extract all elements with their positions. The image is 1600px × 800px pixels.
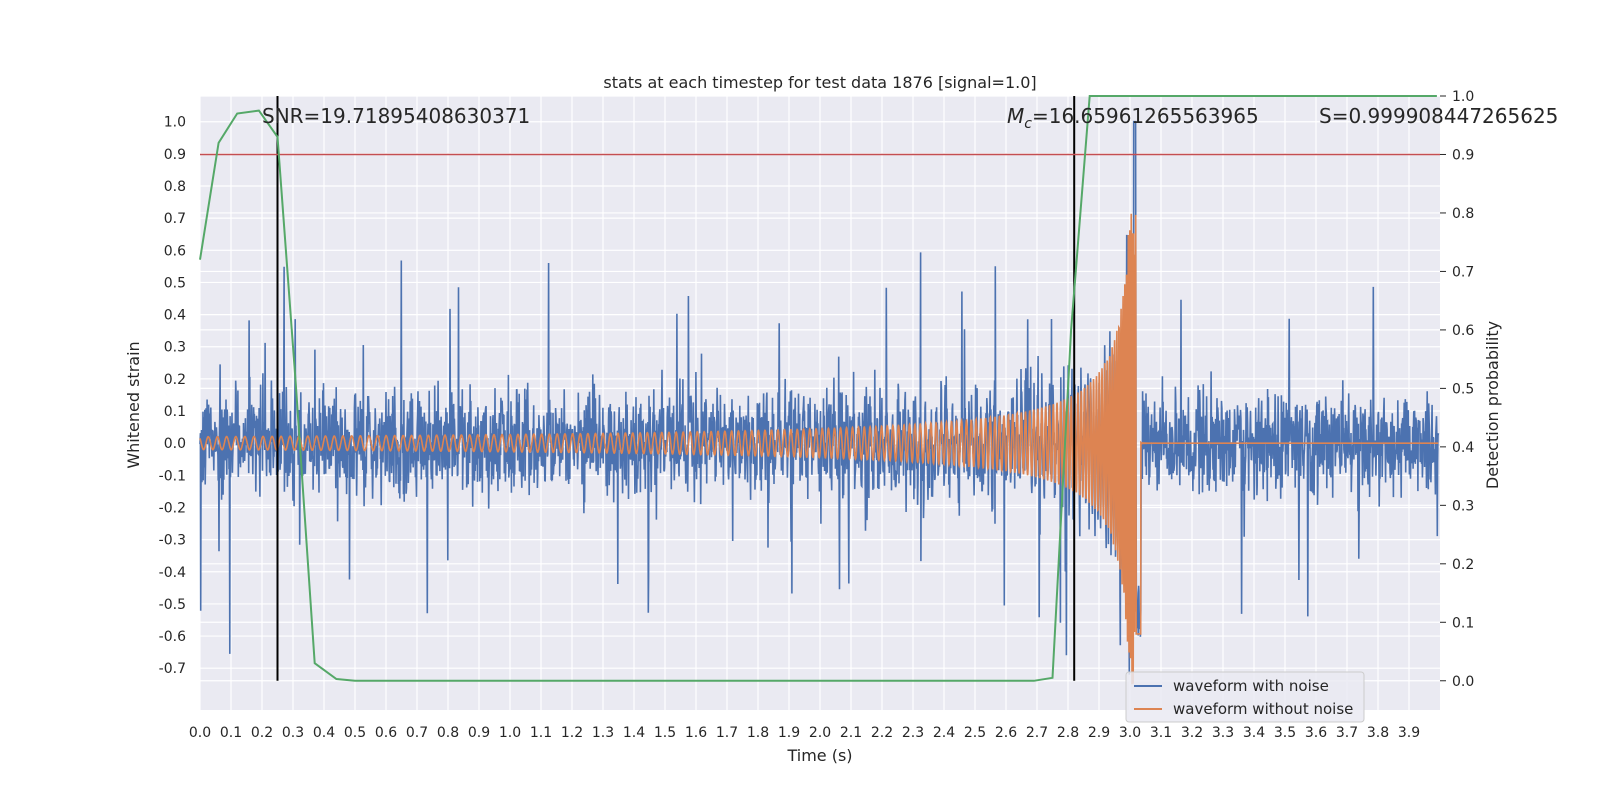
- y-axis-label: Whitened strain: [124, 341, 143, 468]
- x-tick-label: 2.0: [809, 725, 831, 741]
- x-tick-label: 3.4: [1243, 725, 1265, 741]
- y-tick-label: -0.3: [159, 533, 186, 549]
- x-tick-label: 3.1: [1150, 725, 1172, 741]
- y2-axis-label: Detection probability: [1483, 321, 1502, 489]
- y-tick-label: 0.1: [164, 404, 186, 420]
- x-tick-label: 2.4: [933, 725, 955, 741]
- x-tick-label: 3.7: [1336, 725, 1358, 741]
- noise-series: [199, 120, 1440, 675]
- y-tick-label: -0.2: [159, 500, 186, 516]
- x-tick-label: 0.7: [406, 725, 428, 741]
- probability-series: [199, 95, 1437, 682]
- y-tick-label: 0.9: [164, 147, 186, 163]
- x-tick-label: 2.1: [840, 725, 862, 741]
- x-tick-label: 3.2: [1181, 725, 1203, 741]
- noise-line: [199, 120, 1440, 675]
- x-tick-label: 1.2: [561, 725, 583, 741]
- y2-tick-label: 0.7: [1452, 264, 1474, 280]
- mc-symbol: M: [1007, 104, 1024, 128]
- x-tick-label: 3.5: [1274, 725, 1296, 741]
- legend-clean-label: waveform without noise: [1173, 700, 1353, 718]
- y-tick-label: -0.4: [159, 565, 186, 581]
- x-tick-label: 1.3: [592, 725, 614, 741]
- y-tick-label: 0.2: [164, 372, 186, 388]
- x-tick-label: 0.0: [189, 725, 211, 741]
- y2-tick-label: 0.8: [1452, 206, 1474, 222]
- clean-series: [199, 213, 1439, 685]
- probability-line: [199, 95, 1437, 682]
- y-tick-label: 0.0: [164, 436, 186, 452]
- mc-annotation: Mc=16.65961265563965: [1007, 104, 1259, 132]
- x-tick-label: 0.5: [344, 725, 366, 741]
- x-tick-label: 0.6: [375, 725, 397, 741]
- x-tick-label: 2.7: [1026, 725, 1048, 741]
- y-tick-label: 0.7: [164, 211, 186, 227]
- x-tick-label: 3.9: [1398, 725, 1420, 741]
- mc-subscript: c: [1024, 116, 1032, 132]
- x-tick-label: 0.1: [220, 725, 242, 741]
- y-tick-label: 0.6: [164, 243, 186, 259]
- x-tick-label: 1.7: [716, 725, 738, 741]
- legend-box: [1125, 671, 1365, 723]
- x-tick-label: 1.9: [778, 725, 800, 741]
- y2-tick-labels: 1.0 0.9 0.8 0.7 0.6 0.5 0.4 0.3 0.2 0.1 0.0: [1440, 89, 1474, 690]
- x-tick-label: 2.3: [902, 725, 924, 741]
- y-tick-label: 0.5: [164, 275, 186, 291]
- x-tick-label: 3.0: [1119, 725, 1141, 741]
- y2-tick-label: 0.9: [1452, 147, 1474, 163]
- x-tick-label: 1.0: [499, 725, 521, 741]
- y2-tick-label: 0.3: [1452, 498, 1474, 514]
- y2-tick-label: 1.0: [1452, 89, 1474, 105]
- x-tick-label: 2.8: [1057, 725, 1079, 741]
- x-tick-label: 1.5: [654, 725, 676, 741]
- snr-annotation: SNR=19.71895408630371: [262, 104, 530, 128]
- y-tick-label: -0.7: [159, 661, 186, 677]
- x-tick-label: 1.1: [530, 725, 552, 741]
- x-tick-label: 3.3: [1212, 725, 1234, 741]
- x-tick-label: 0.8: [437, 725, 459, 741]
- y-tick-label: -0.6: [159, 629, 186, 645]
- x-tick-labels: 0.0 0.1 0.2 0.3 0.4 0.5 0.6 0.7 0.8 0.9 1.0 1.1 1.2 1…: [189, 725, 1420, 741]
- mc-value: =16.65961265563965: [1032, 104, 1259, 128]
- x-tick-label: 2.6: [995, 725, 1017, 741]
- x-tick-label: 0.4: [313, 725, 335, 741]
- x-tick-label: 0.3: [282, 725, 304, 741]
- vertical-markers: [276, 96, 1076, 681]
- y2-tick-label: 0.4: [1452, 440, 1474, 456]
- s-annotation: S=0.999908447265625: [1319, 104, 1558, 128]
- grid: [199, 95, 1440, 710]
- x-axis-label: Time (s): [786, 746, 852, 765]
- x-tick-label: 1.6: [685, 725, 707, 741]
- x-tick-label: 0.2: [251, 725, 273, 741]
- x-tick-label: 2.9: [1088, 725, 1110, 741]
- x-tick-label: 3.6: [1305, 725, 1327, 741]
- y-tick-label: 0.3: [164, 340, 186, 356]
- y-tick-label: 1.0: [164, 115, 186, 131]
- y-tick-label: 0.4: [164, 308, 186, 324]
- y-tick-labels: 1.0 0.9 0.8 0.7 0.6 0.5 0.4 0.3 0.2 0.1 0.0 -0.1 -0.…: [159, 115, 186, 677]
- y-tick-label: 0.8: [164, 179, 186, 195]
- y-tick-label: -0.1: [159, 468, 186, 484]
- x-tick-label: 2.2: [871, 725, 893, 741]
- y2-tick-label: 0.1: [1452, 615, 1474, 631]
- chart-title: stats at each timestep for test data 187…: [603, 73, 1036, 92]
- x-tick-label: 1.4: [623, 725, 645, 741]
- y2-tick-label: 0.6: [1452, 323, 1474, 339]
- legend: waveform with noise waveform without noi…: [1125, 671, 1365, 723]
- clean-line: [199, 213, 1439, 685]
- x-tick-label: 3.8: [1367, 725, 1389, 741]
- legend-noise-label: waveform with noise: [1173, 677, 1329, 695]
- x-tick-label: 0.9: [468, 725, 490, 741]
- y2-tick-label: 0.0: [1452, 674, 1474, 690]
- y-tick-label: -0.5: [159, 597, 186, 613]
- y2-tick-label: 0.2: [1452, 557, 1474, 573]
- x-tick-label: 1.8: [747, 725, 769, 741]
- y2-tick-label: 0.5: [1452, 381, 1474, 397]
- x-tick-label: 2.5: [964, 725, 986, 741]
